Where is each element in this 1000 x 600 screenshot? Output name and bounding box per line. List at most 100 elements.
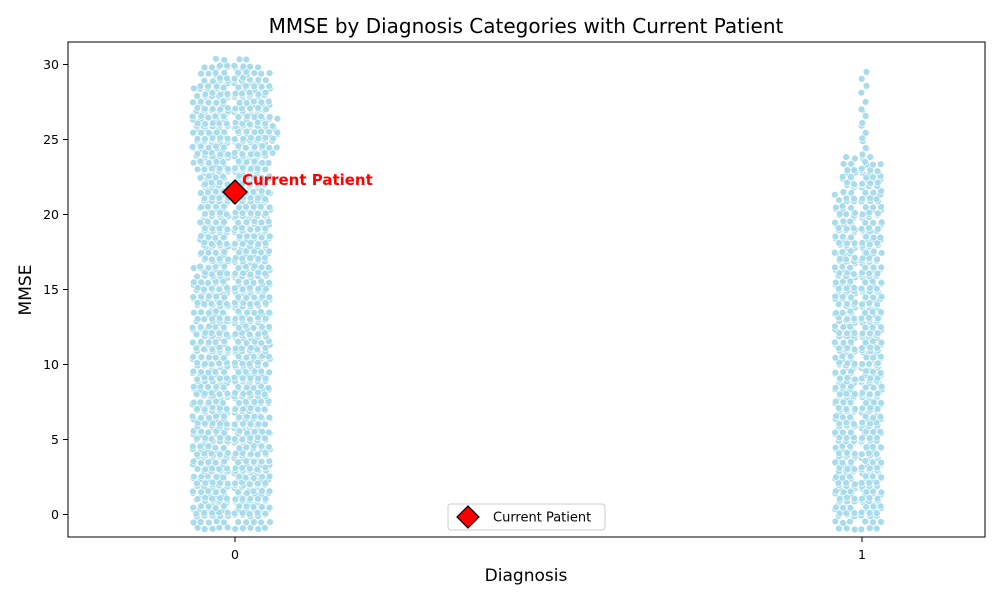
data-point: [231, 359, 239, 367]
data-point: [234, 293, 242, 301]
data-point: [205, 292, 213, 300]
data-point: [265, 279, 273, 287]
data-point: [831, 369, 840, 377]
data-point: [250, 113, 259, 121]
data-point: [839, 217, 847, 226]
data-point: [868, 277, 877, 285]
data-point: [246, 180, 254, 188]
data-point: [231, 269, 239, 278]
data-point: [249, 503, 258, 511]
data-point: [212, 293, 221, 301]
data-point: [869, 368, 877, 376]
data-point: [204, 249, 213, 257]
data-point: [243, 232, 251, 241]
y-tick-label: 30: [43, 57, 59, 72]
data-point: [872, 524, 881, 533]
data-point: [194, 119, 202, 128]
data-point: [262, 76, 270, 84]
data-point: [257, 518, 265, 527]
data-point: [212, 157, 221, 166]
data-point: [193, 524, 202, 532]
data-point: [866, 329, 874, 338]
data-point: [254, 358, 262, 367]
data-point: [265, 368, 273, 376]
data-point: [843, 465, 852, 473]
data-point: [873, 405, 882, 413]
data-point: [189, 159, 198, 167]
x-tick-label: 0: [231, 547, 239, 562]
data-point: [254, 209, 262, 218]
data-point: [869, 414, 877, 422]
data-point: [204, 264, 213, 272]
data-point: [873, 167, 882, 175]
data-point: [208, 404, 217, 412]
data-point: [874, 359, 882, 367]
data-point: [861, 263, 869, 272]
data-point: [846, 277, 854, 285]
data-point: [204, 188, 212, 196]
data-point: [849, 224, 858, 232]
data-point: [265, 504, 274, 512]
data-point: [220, 323, 228, 331]
data-point: [231, 389, 239, 397]
data-point: [843, 374, 852, 382]
data-point: [253, 150, 261, 158]
data-point: [208, 209, 216, 217]
data-point: [261, 495, 270, 503]
data-point: [201, 210, 209, 218]
data-point: [239, 164, 247, 172]
data-point: [250, 232, 258, 241]
data-point: [220, 233, 228, 242]
data-point: [835, 358, 843, 367]
data-point: [205, 159, 213, 167]
data-point: [258, 83, 266, 91]
data-point: [246, 270, 255, 278]
data-point: [865, 208, 873, 217]
data-point: [211, 368, 220, 376]
data-point: [842, 225, 851, 233]
data-point: [200, 315, 208, 323]
data-point: [851, 375, 859, 384]
data-point: [850, 360, 859, 368]
data-point: [231, 149, 239, 157]
data-point: [269, 122, 277, 130]
data-point: [266, 518, 274, 526]
data-point: [858, 210, 867, 219]
data-point: [220, 293, 229, 301]
data-point: [224, 509, 232, 517]
data-point: [196, 398, 205, 407]
data-point: [261, 180, 269, 189]
data-point: [204, 69, 213, 78]
data-point: [231, 284, 239, 292]
data-point: [235, 99, 244, 107]
data-point: [205, 309, 213, 317]
data-point: [215, 465, 223, 473]
data-point: [832, 309, 840, 317]
data-point: [242, 353, 251, 362]
data-point: [250, 442, 258, 450]
data-point: [224, 150, 232, 159]
data-point: [843, 315, 851, 323]
data-point: [197, 189, 205, 197]
chart-title: MMSE by Diagnosis Categories with Curren…: [269, 14, 784, 38]
data-point: [858, 344, 866, 352]
data-point: [238, 254, 246, 263]
data-point: [254, 433, 262, 442]
data-point: [846, 413, 854, 421]
data-point: [231, 405, 240, 413]
data-point: [215, 165, 224, 173]
legend: Current Patient: [447, 503, 606, 531]
data-point: [205, 144, 213, 152]
data-point: [242, 158, 251, 166]
data-point: [219, 399, 227, 407]
data-point: [858, 134, 866, 142]
data-point: [208, 525, 217, 533]
data-point: [190, 383, 198, 391]
data-point: [193, 479, 201, 488]
data-point: [216, 420, 224, 428]
data-point: [197, 368, 205, 376]
data-point: [207, 329, 216, 337]
data-point: [204, 82, 212, 90]
data-point: [254, 255, 262, 263]
data-point: [261, 269, 269, 278]
